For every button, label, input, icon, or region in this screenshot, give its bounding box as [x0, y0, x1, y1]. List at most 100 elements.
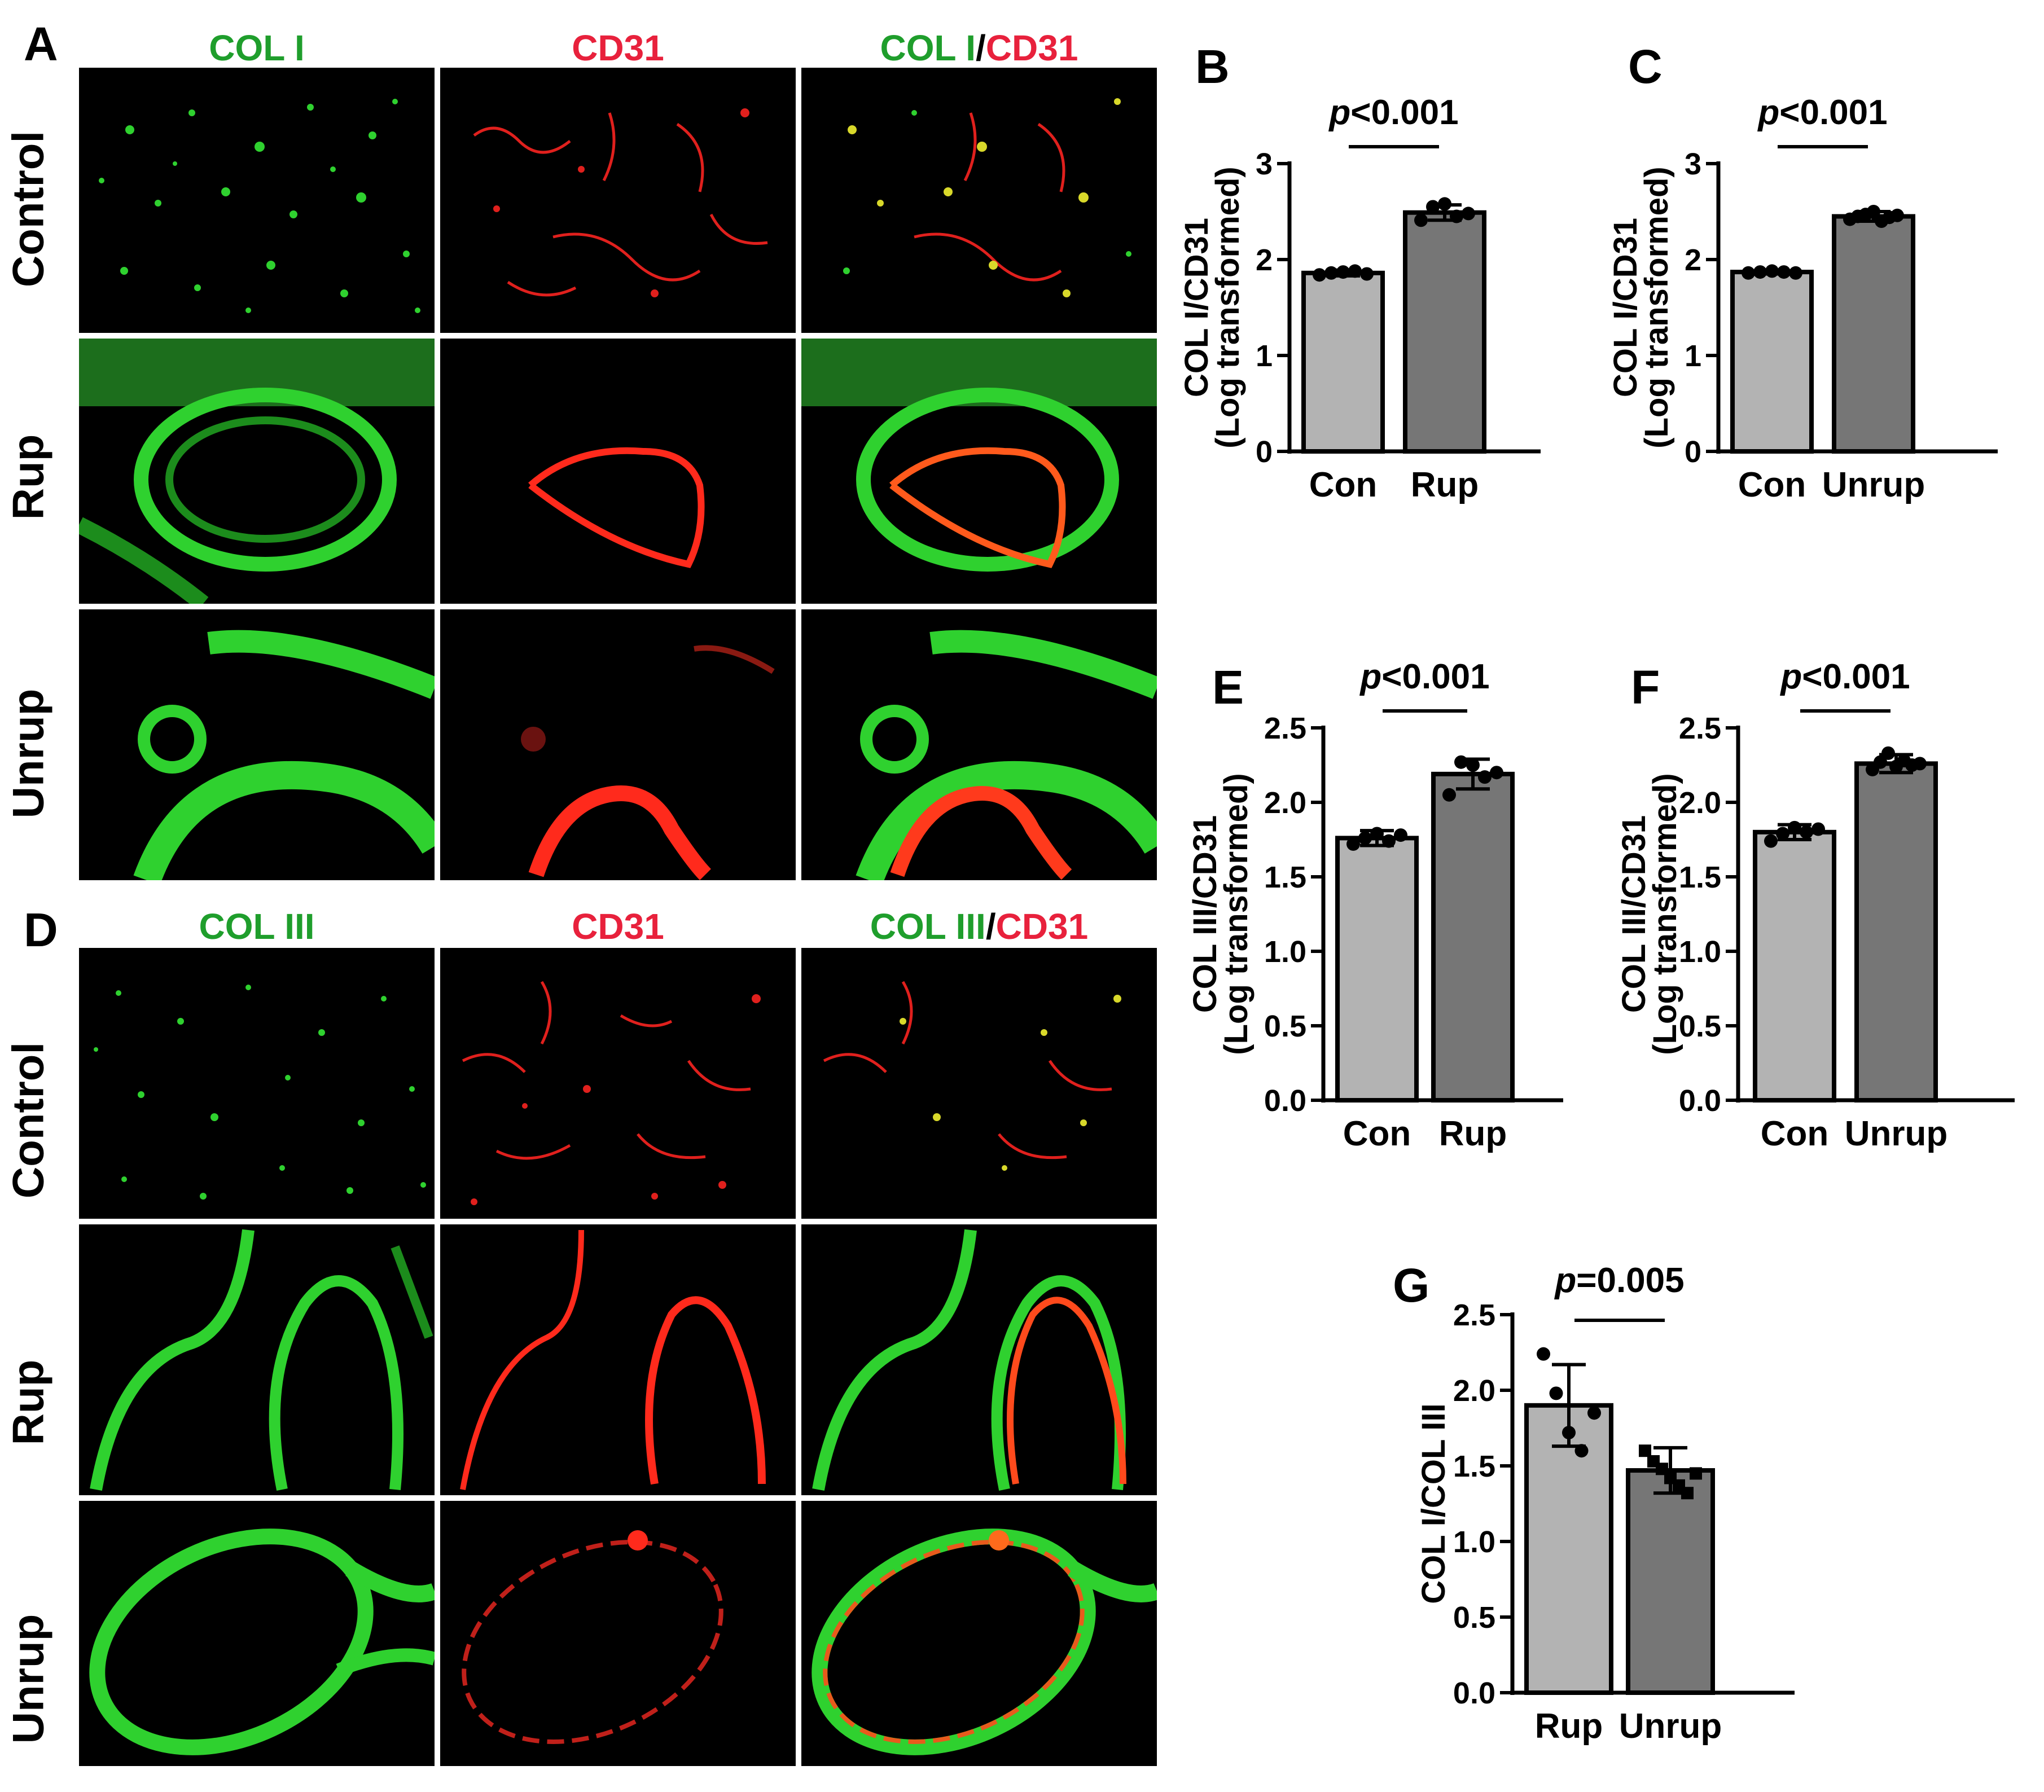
micrograph-vessels	[462, 981, 761, 1205]
data-point	[1587, 1406, 1601, 1420]
header-red-text: CD31	[572, 28, 664, 68]
y-tick-label: 2	[1256, 243, 1273, 277]
panel-label-g: G	[1393, 1259, 1430, 1312]
micrograph-cd31-rup	[440, 339, 796, 604]
data-point	[1360, 267, 1374, 281]
micrograph-col-i-control	[79, 68, 435, 333]
data-point	[1358, 831, 1372, 845]
micrograph-vessel	[89, 1529, 435, 1755]
panel-label-a: A	[24, 17, 58, 71]
micrograph-col-i-rup	[79, 339, 435, 604]
bar-unrup	[1626, 1468, 1715, 1695]
micrograph-cd31-control	[440, 68, 796, 333]
x-category-label: Rup	[1535, 1707, 1603, 1746]
header-green-text: COL I	[209, 28, 305, 68]
data-point	[1324, 266, 1338, 280]
panel-d-header-col3: COL III/CD31	[801, 906, 1157, 947]
p-value-label: p=0.005	[1554, 1261, 1684, 1300]
panel-a-header-col1: COL I	[79, 27, 435, 69]
panel-d-header-col1: COL III	[79, 906, 435, 947]
header-green-text: COL I	[880, 28, 976, 68]
p-value-label: p<0.001	[1757, 93, 1887, 132]
y-tick-label: 0	[1685, 435, 1701, 469]
micrograph-merge-rup-d	[801, 1224, 1157, 1495]
y-tick-label: 0.5	[1264, 1009, 1306, 1043]
header-red-text: CD31	[985, 28, 1078, 68]
bar-con	[1335, 836, 1419, 1103]
data-point	[1426, 200, 1440, 214]
y-tick-label: 0.0	[1679, 1084, 1721, 1118]
micrograph-cd31-unrup	[440, 609, 796, 880]
y-tick-label: 1.5	[1264, 860, 1306, 894]
data-point	[1800, 825, 1813, 839]
data-point	[1913, 757, 1927, 771]
bar-rup	[1431, 771, 1515, 1103]
x-category-label: Con	[1761, 1114, 1829, 1153]
bar-con	[1753, 829, 1836, 1103]
micrograph-vessels	[473, 108, 768, 297]
x-category-label: Rup	[1439, 1114, 1507, 1153]
x-category-label: Unrup	[1619, 1707, 1722, 1746]
data-point	[1891, 208, 1904, 222]
micrograph-vessel	[460, 1229, 766, 1490]
y-tick-label: 0.5	[1679, 1009, 1721, 1043]
y-tick-label: 1	[1256, 339, 1273, 373]
micrograph-merge	[823, 981, 1121, 1171]
y-tick-label: 1	[1685, 339, 1701, 373]
chart-svg: 0.0 0.5 1.0 1.5 2.0 2.5 Con Rup COL III/CD31(Log…	[1187, 657, 1563, 1153]
y-axis-label: COL I/COL III	[1415, 1403, 1452, 1604]
y-axis-label: COL III/CD31	[1187, 815, 1223, 1013]
y-axis-label: COL I/CD31	[1178, 218, 1215, 397]
micrograph-merge-control	[801, 68, 1157, 333]
micrograph-col-iii-unrup	[79, 1501, 435, 1766]
y-tick-label: 0.0	[1264, 1084, 1306, 1118]
micrograph-cd31-rup-d	[440, 1224, 796, 1495]
y-axis-label-units: (Log transformed)	[1647, 773, 1683, 1055]
bar-unrup	[1832, 214, 1915, 454]
panel-a-header-col2: CD31	[440, 27, 796, 69]
header-sep-text: /	[976, 28, 986, 68]
micrograph-merge-rup	[801, 339, 1157, 604]
micrograph-col-iii-rup	[79, 1224, 435, 1495]
data-point	[1490, 766, 1503, 780]
data-point	[1394, 828, 1407, 842]
data-point	[1639, 1444, 1651, 1457]
micrograph-vessel	[528, 447, 705, 568]
panel-label-e: E	[1212, 661, 1244, 714]
micrograph-col-iii-control	[79, 948, 435, 1219]
header-red-text: CD31	[572, 906, 664, 947]
y-tick-label: 0.5	[1453, 1601, 1495, 1635]
y-tick-label: 1.0	[1264, 935, 1306, 969]
micrograph-merge	[812, 1529, 1157, 1755]
data-point	[1874, 755, 1887, 769]
data-point	[1753, 265, 1767, 279]
chart-e: 0.0 0.5 1.0 1.5 2.0 2.5 Con Rup COL III/CD31 (Log…	[1174, 655, 1580, 1174]
y-tick-label: 1.0	[1453, 1525, 1495, 1559]
x-category-label: Con	[1309, 465, 1378, 504]
data-point	[1454, 755, 1468, 769]
chart-svg: 0.0 0.5 1.0 1.5 2.0 2.5 Rup Unrup COL I/COL III p…	[1415, 1261, 1795, 1746]
y-axis-label: COL III/CD31	[1616, 815, 1652, 1013]
header-sep-text: /	[985, 906, 996, 947]
chart-g: 0.0 0.5 1.0 1.5 2.0 2.5 Rup Unrup COL I/COL III p…	[1400, 1258, 1828, 1777]
micrograph-merge	[856, 630, 1157, 880]
y-tick-label: 2.0	[1679, 786, 1721, 820]
panel-d-row-label-rup: Rup	[3, 1359, 53, 1446]
data-point	[1478, 770, 1492, 784]
micrograph-dots	[94, 985, 426, 1200]
micrograph-cd31-control-d	[440, 948, 796, 1219]
data-point	[1789, 266, 1802, 280]
p-value-label: p<0.001	[1359, 657, 1489, 696]
y-tick-label: 0.0	[1453, 1676, 1495, 1710]
y-tick-label: 2	[1685, 243, 1701, 277]
y-tick-label: 2.0	[1264, 786, 1306, 820]
micrograph-vessel	[133, 630, 435, 880]
y-axis-label-units: (Log transformed)	[1638, 166, 1675, 448]
panel-d-row-label-unrup: Unrup	[3, 1614, 53, 1744]
data-point	[1414, 213, 1428, 227]
y-axis-label: COL I/CD31	[1607, 218, 1644, 397]
data-point	[1690, 1467, 1702, 1480]
p-value-label: p<0.001	[1328, 93, 1458, 132]
data-point	[1764, 834, 1778, 848]
y-tick-label: 0	[1256, 435, 1273, 469]
